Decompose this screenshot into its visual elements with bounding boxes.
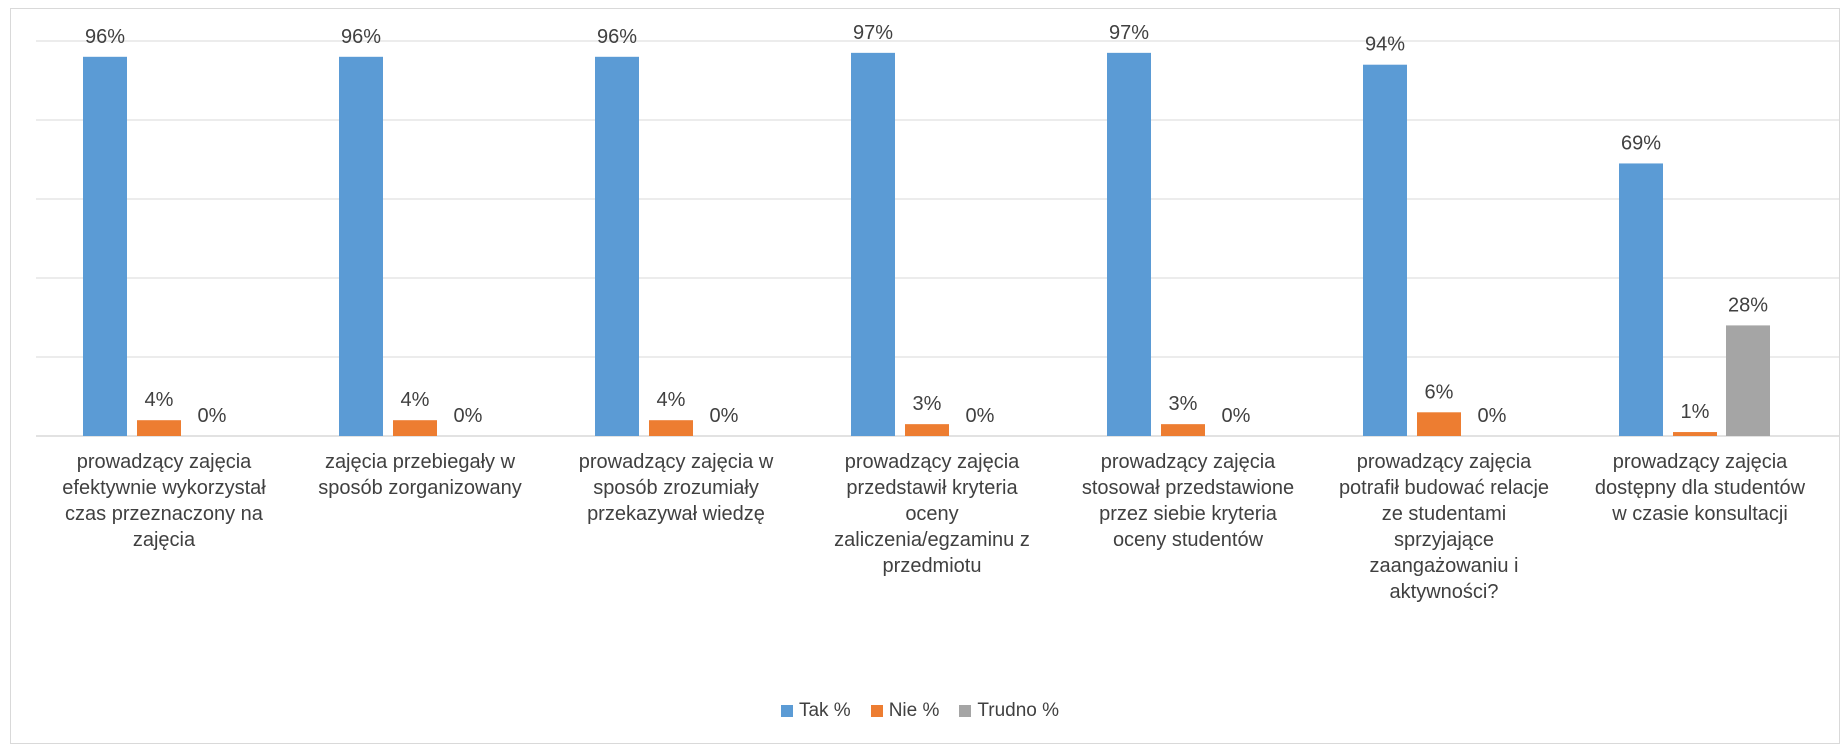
legend-item: Trudno % <box>959 700 1059 722</box>
data-label: 0% <box>966 405 995 427</box>
bar-chart: 96% 96% 96% 97% 97% 94% 69% 4% 4% 4% 3% 3% 6% 1% 0% 0% 0… <box>36 22 1840 437</box>
category-label: prowadzący zajęcia stosował przedstawione… <box>1081 451 1295 551</box>
bar-trudno-6 <box>1726 325 1770 436</box>
chart-container: 96% 96% 96% 97% 97% 94% 69% 4% 4% 4% 3% 3% 6% 1% 0% 0% 0… <box>10 8 1840 744</box>
data-label: 96% <box>341 26 381 48</box>
legend-swatch <box>780 705 793 717</box>
category-label: prowadzący zajęcia efektywnie wykorzystał… <box>62 451 266 551</box>
category-label: prowadzący zajęcia dostępny dla studentów… <box>1594 451 1806 525</box>
bar-tak-2 <box>595 56 639 437</box>
bar-nie-5 <box>1417 412 1461 436</box>
data-label: 4% <box>401 389 430 411</box>
bar-nie-0 <box>137 420 181 436</box>
data-label: 6% <box>1425 381 1454 403</box>
data-label: 28% <box>1728 294 1768 316</box>
category-label: zajęcia przebiegały w sposób zorganizowan… <box>318 451 522 499</box>
legend-label: Nie % <box>888 700 940 721</box>
data-label: 4% <box>657 389 686 411</box>
data-label: 0% <box>198 405 227 427</box>
data-label: 0% <box>1478 405 1507 427</box>
data-label: 69% <box>1621 132 1661 154</box>
data-label: 96% <box>85 26 125 48</box>
data-label: 97% <box>1109 22 1149 44</box>
legend-label: Trudno % <box>977 700 1060 721</box>
data-label: 96% <box>597 26 637 48</box>
data-label: 0% <box>454 405 483 427</box>
category-label: prowadzący zajęcia potrafił budować relac… <box>1338 451 1550 603</box>
data-label: 3% <box>1169 393 1198 415</box>
bar-nie-2 <box>649 420 693 436</box>
bar-tak-3 <box>851 52 895 436</box>
legend: Tak % Nie % Trudno % <box>0 700 1840 723</box>
data-label: 97% <box>853 22 893 44</box>
category-label: prowadzący zajęcia w sposób zrozumiały prz… <box>578 451 774 525</box>
data-label: 3% <box>913 393 942 415</box>
bar-tak-1 <box>339 56 383 437</box>
bar-tak-5 <box>1363 64 1407 436</box>
data-label: 0% <box>1222 405 1251 427</box>
bar-nie-1 <box>393 420 437 436</box>
bar-tak-4 <box>1107 52 1151 436</box>
data-label: 94% <box>1365 34 1405 56</box>
legend-label: Tak % <box>798 700 851 721</box>
data-label: 0% <box>710 405 739 427</box>
legend-item: Tak % <box>780 700 851 722</box>
bar-nie-3 <box>905 424 949 436</box>
legend-item: Nie % <box>870 700 940 722</box>
bar-nie-6 <box>1673 432 1717 436</box>
category-label: prowadzący zajęcia przedstawił kryteria oc… <box>834 451 1030 577</box>
data-label: 4% <box>145 389 174 411</box>
legend-swatch <box>959 705 972 717</box>
bar-tak-0 <box>83 56 127 437</box>
bar-tak-6 <box>1619 163 1663 436</box>
legend-swatch <box>870 705 883 717</box>
bar-nie-4 <box>1161 424 1205 436</box>
data-label: 1% <box>1681 401 1710 423</box>
